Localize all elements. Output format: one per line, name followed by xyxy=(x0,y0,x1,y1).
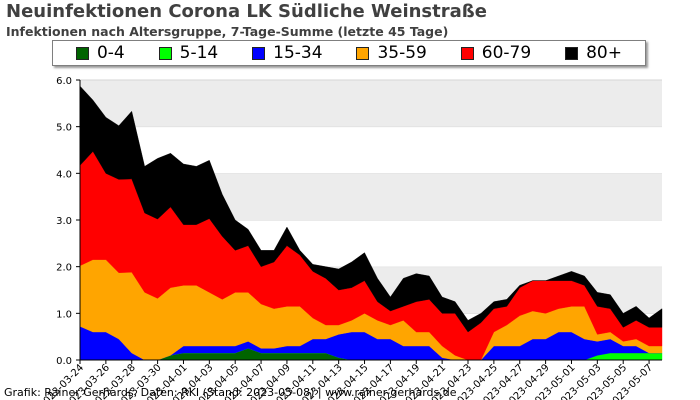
legend-swatch xyxy=(75,46,89,60)
chart-title: Neuinfektionen Corona LK Südliche Weinst… xyxy=(6,1,487,22)
legend-item: 60-79 xyxy=(460,43,532,63)
legend-label: 15-34 xyxy=(273,43,323,63)
footer-credit: Grafik: Rainer Gerhards, Daten: RKI (Sta… xyxy=(4,386,457,399)
legend-label: 35-59 xyxy=(377,43,427,63)
legend-swatch xyxy=(252,46,266,60)
grid-band xyxy=(80,80,662,127)
legend-swatch xyxy=(565,46,579,60)
legend-label: 0-4 xyxy=(96,43,125,63)
legend: 0-4 5-14 15-34 35-59 60-79 80+ xyxy=(52,40,646,66)
legend-swatch xyxy=(158,46,172,60)
y-tick-labels: 0.0 1.0 2.0 3.0 4.0 5.0 6.0 xyxy=(56,76,80,367)
y-tick-label: 6.0 xyxy=(56,76,72,87)
chart-subtitle: Infektionen nach Altersgruppe, 7-Tage-Su… xyxy=(6,24,449,39)
series-areas xyxy=(79,85,663,361)
legend-swatch xyxy=(460,46,474,60)
legend-item: 80+ xyxy=(565,43,622,63)
legend-item: 0-4 xyxy=(75,43,125,63)
y-tick-label: 3.0 xyxy=(56,216,72,227)
legend-label: 80+ xyxy=(586,43,622,63)
legend-swatch xyxy=(356,46,370,60)
y-tick-label: 0.0 xyxy=(56,356,72,367)
legend-label: 60-79 xyxy=(481,43,532,63)
legend-label: 5-14 xyxy=(179,43,219,63)
legend-item: 15-34 xyxy=(252,43,323,63)
legend-item: 5-14 xyxy=(158,43,219,63)
area-80plus xyxy=(79,85,663,333)
y-tick-label: 4.0 xyxy=(56,169,72,180)
legend-item: 35-59 xyxy=(356,43,427,63)
y-tick-label: 1.0 xyxy=(56,309,72,320)
y-tick-label: 2.0 xyxy=(56,263,72,274)
y-tick-label: 5.0 xyxy=(56,123,72,134)
